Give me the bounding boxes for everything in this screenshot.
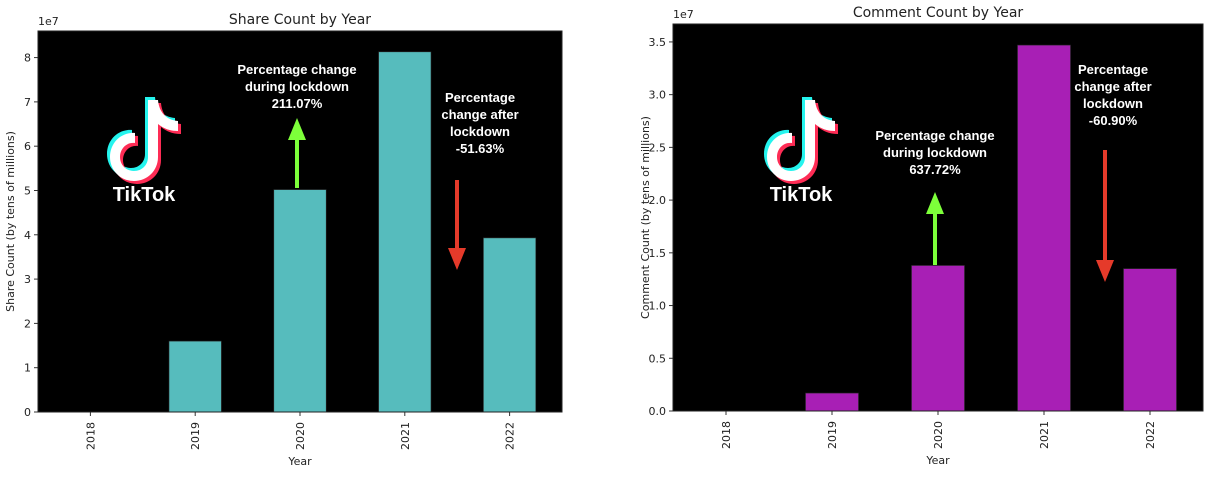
bar-2020 bbox=[911, 265, 965, 412]
chart-title: Comment Count by Year bbox=[853, 5, 1024, 21]
y-tick-label: 1 bbox=[24, 362, 31, 375]
annotation-text: lockdown bbox=[1083, 96, 1143, 111]
annotation-text: Percentage change bbox=[875, 128, 994, 143]
annotation-text: during lockdown bbox=[883, 145, 987, 160]
x-axis-label: Year bbox=[287, 455, 312, 468]
annotation-text: change after bbox=[441, 107, 518, 122]
share-count-chart: 2018 2019 2020 2021 2022 0 1 2 3 4 5 6 7 8 1e7 Share Co… bbox=[4, 12, 563, 468]
axes-frame bbox=[672, 23, 1204, 412]
annotation-text: Percentage bbox=[445, 90, 515, 105]
bar-2019 bbox=[168, 340, 222, 413]
y-tick-label: 1.5 bbox=[649, 247, 667, 260]
chart-title: Share Count by Year bbox=[229, 12, 371, 28]
y-axis-label: Comment Count (by tens of millions) bbox=[639, 116, 652, 319]
x-tick-label: 2020 bbox=[932, 421, 945, 449]
y-tick-label: 8 bbox=[24, 52, 31, 65]
annotation-text: Percentage change bbox=[237, 62, 356, 77]
annotation-text: 211.07% bbox=[272, 96, 323, 111]
annotation-text: -51.63% bbox=[456, 141, 505, 156]
up-arrow-head bbox=[926, 192, 944, 214]
y-tick-label: 2 bbox=[24, 317, 31, 330]
y-tick-label: 6 bbox=[24, 140, 31, 153]
down-arrow-head bbox=[448, 248, 466, 270]
y-tick-label: 2.0 bbox=[649, 194, 667, 207]
y-scale-label: 1e7 bbox=[38, 15, 59, 28]
bar-2022 bbox=[483, 237, 537, 413]
tiktok-wordmark: TikTok bbox=[770, 184, 833, 206]
x-tick-label: 2022 bbox=[1144, 421, 1157, 449]
x-axis-label: Year bbox=[925, 454, 950, 467]
x-tick-label: 2018 bbox=[84, 422, 97, 450]
x-tick-label: 2021 bbox=[399, 422, 412, 450]
annotation-text: Percentage bbox=[1078, 62, 1148, 77]
comment-count-chart: 2018 2019 2020 2021 2022 0.0 0.5 1.0 1.5 2.0 2.5 3.… bbox=[639, 5, 1204, 467]
annotation-text: during lockdown bbox=[245, 79, 349, 94]
axes-frame bbox=[37, 30, 563, 413]
y-tick-label: 4 bbox=[24, 229, 31, 242]
x-tick-label: 2018 bbox=[720, 421, 733, 449]
y-tick-label: 0.0 bbox=[649, 405, 667, 418]
y-tick-label: 3.5 bbox=[649, 36, 667, 49]
tiktok-note-icon bbox=[110, 100, 178, 181]
bar-2019 bbox=[805, 392, 859, 412]
tiktok-logo: TikTok bbox=[107, 97, 181, 206]
y-tick-label: 2.5 bbox=[649, 141, 667, 154]
up-arrow-head bbox=[288, 118, 306, 140]
y-axis-label: Share Count (by tens of millions) bbox=[4, 131, 17, 312]
tiktok-note-icon bbox=[767, 100, 835, 181]
x-tick-label: 2021 bbox=[1038, 421, 1051, 449]
y-tick-label: 0 bbox=[24, 406, 31, 419]
x-tick-label: 2020 bbox=[294, 422, 307, 450]
bar-2021 bbox=[378, 51, 432, 413]
annotation-text: change after bbox=[1074, 79, 1151, 94]
y-scale-label: 1e7 bbox=[673, 8, 694, 21]
y-tick-label: 3.0 bbox=[649, 89, 667, 102]
annotation-text: 637.72% bbox=[909, 162, 961, 177]
y-tick-label: 5 bbox=[24, 184, 31, 197]
tiktok-wordmark: TikTok bbox=[113, 184, 176, 206]
bar-2021 bbox=[1017, 44, 1071, 412]
bar-2022 bbox=[1123, 268, 1177, 412]
x-tick-label: 2019 bbox=[189, 422, 202, 450]
bar-2020 bbox=[273, 189, 327, 413]
tiktok-logo: TikTok bbox=[764, 97, 838, 206]
y-tick-label: 7 bbox=[24, 96, 31, 109]
down-arrow-head bbox=[1096, 260, 1114, 282]
y-tick-label: 3 bbox=[24, 273, 31, 286]
y-tick-label: 1.0 bbox=[649, 300, 667, 313]
y-tick-label: 0.5 bbox=[649, 352, 667, 365]
x-tick-label: 2019 bbox=[826, 421, 839, 449]
annotation-text: lockdown bbox=[450, 124, 510, 139]
x-tick-label: 2022 bbox=[504, 422, 517, 450]
annotation-text: -60.90% bbox=[1089, 113, 1138, 128]
